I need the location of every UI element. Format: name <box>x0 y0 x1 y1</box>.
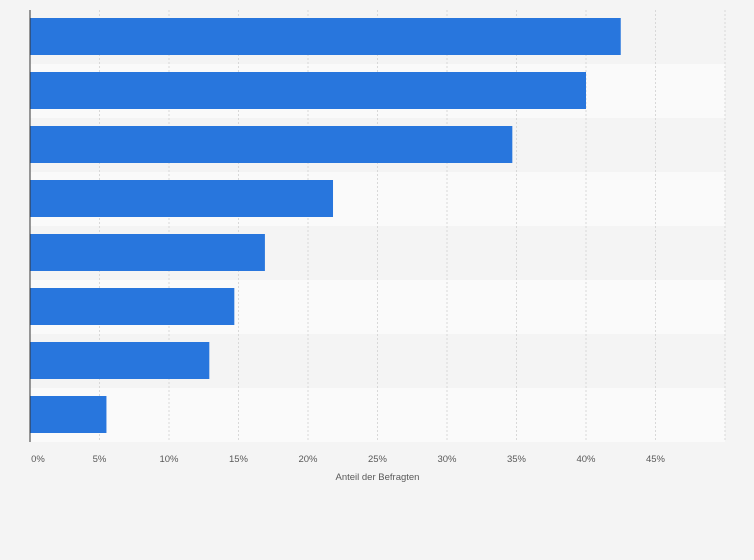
bar[interactable] <box>30 18 621 55</box>
x-tick-label: 20% <box>298 454 318 465</box>
x-tick-label: 5% <box>93 454 107 465</box>
bar[interactable] <box>30 288 235 325</box>
x-tick-label: 45% <box>646 454 666 465</box>
bars <box>30 18 621 433</box>
x-tick-label: 35% <box>507 454 527 465</box>
x-tick-label: 10% <box>159 454 179 465</box>
x-tick-label: 30% <box>437 454 457 465</box>
x-tick-labels: 0% 5% 10% 15% 20% 25% 30% 35% 40% 45% <box>31 454 665 465</box>
bar[interactable] <box>30 180 334 217</box>
bar[interactable] <box>30 342 210 379</box>
bar[interactable] <box>30 72 586 109</box>
x-axis-title: Anteil der Befragten <box>336 472 420 483</box>
x-tick-label: 40% <box>576 454 596 465</box>
x-tick-label: 0% <box>31 454 45 465</box>
bar[interactable] <box>30 126 513 163</box>
bar[interactable] <box>30 396 107 433</box>
bar[interactable] <box>30 234 265 271</box>
x-tick-label: 25% <box>368 454 388 465</box>
x-tick-label: 15% <box>229 454 249 465</box>
